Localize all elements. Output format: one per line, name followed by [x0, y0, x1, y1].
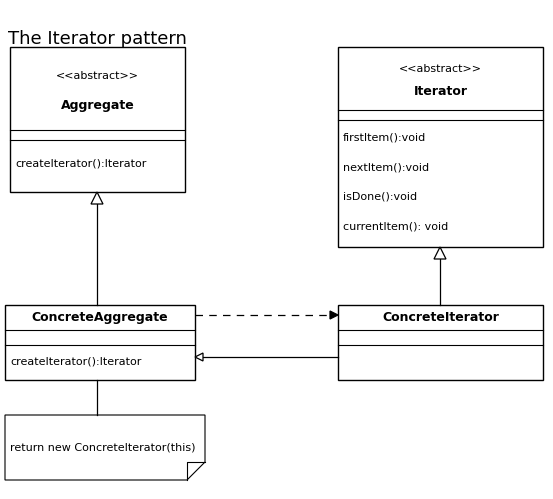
Polygon shape [195, 353, 203, 361]
Bar [5, 305, 195, 380]
Bar [10, 47, 185, 192]
Polygon shape [330, 311, 338, 319]
Text: ConcreteIterator: ConcreteIterator [382, 311, 499, 324]
Text: createIterator():Iterator: createIterator():Iterator [15, 159, 147, 169]
Text: Aggregate: Aggregate [61, 99, 134, 112]
Text: Iterator: Iterator [414, 85, 467, 98]
Text: currentItem(): void: currentItem(): void [343, 222, 448, 232]
Polygon shape [5, 415, 205, 480]
Text: createIterator():Iterator: createIterator():Iterator [10, 356, 142, 366]
Text: isDone():void: isDone():void [343, 192, 417, 202]
Text: firstItem():void: firstItem():void [343, 133, 426, 143]
Bar [338, 47, 543, 247]
Text: <<abstract>>: <<abstract>> [399, 64, 482, 74]
Text: The Iterator pattern: The Iterator pattern [8, 30, 187, 48]
Bar [338, 305, 543, 380]
Text: ConcreteAggregate: ConcreteAggregate [32, 311, 168, 324]
Text: nextItem():void: nextItem():void [343, 162, 429, 172]
Polygon shape [91, 192, 103, 204]
Text: return new ConcreteIterator(this): return new ConcreteIterator(this) [10, 443, 196, 453]
Text: <<abstract>>: <<abstract>> [56, 71, 139, 81]
Polygon shape [434, 247, 446, 259]
